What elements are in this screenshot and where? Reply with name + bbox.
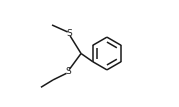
Text: S: S — [65, 67, 71, 76]
Text: S: S — [66, 29, 72, 38]
